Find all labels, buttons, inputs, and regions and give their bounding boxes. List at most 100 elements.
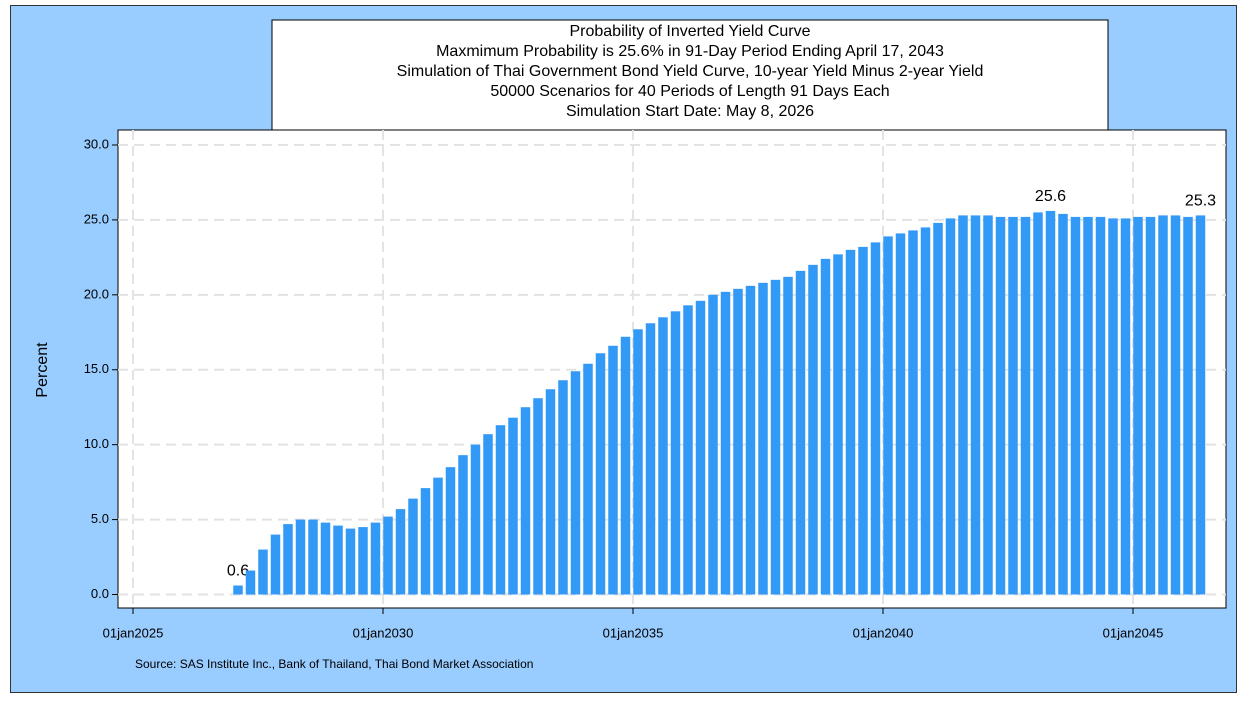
bar	[933, 222, 943, 595]
bar	[645, 323, 656, 595]
bar	[745, 285, 756, 595]
bar	[820, 258, 831, 595]
chart-subtitle: 50000 Scenarios for 40 Periods of Length…	[490, 83, 889, 100]
bar	[533, 398, 543, 595]
bar	[920, 227, 931, 595]
bar	[845, 249, 856, 595]
bar	[720, 291, 731, 595]
bar	[583, 363, 593, 595]
bar	[708, 294, 718, 595]
bar	[633, 329, 643, 595]
bar	[945, 218, 956, 595]
bar	[733, 288, 743, 595]
bar	[983, 215, 993, 595]
bar	[345, 528, 356, 595]
bar	[1183, 216, 1193, 595]
chart-subtitle: Maxmimum Probability is 25.6% in 91-Day …	[436, 43, 944, 60]
bar	[508, 417, 518, 595]
bar	[520, 407, 531, 595]
bar	[1045, 210, 1056, 595]
x-tick-label: 01jan2035	[603, 625, 664, 640]
bar	[395, 509, 406, 595]
bar	[245, 570, 256, 595]
bar	[445, 467, 456, 595]
bar	[695, 300, 706, 595]
bar	[1133, 216, 1143, 595]
bar	[995, 216, 1006, 595]
y-axis-label: Percent	[34, 342, 51, 398]
bar	[908, 230, 918, 595]
bar	[1158, 215, 1168, 595]
bar	[1095, 216, 1106, 595]
bar	[1108, 218, 1118, 595]
chart-title: Probability of Inverted Yield Curve	[569, 23, 810, 40]
bar	[1070, 216, 1081, 595]
data-label: 25.6	[1035, 188, 1066, 205]
y-tick-label: 30.0	[84, 136, 109, 151]
bar	[483, 434, 493, 595]
bar	[370, 522, 381, 595]
bar	[458, 455, 468, 595]
bar	[358, 527, 368, 595]
bar	[1145, 216, 1156, 595]
bar	[858, 246, 868, 595]
bar	[320, 522, 331, 595]
bar	[658, 317, 668, 595]
y-tick-label: 25.0	[84, 211, 109, 226]
bar	[1120, 218, 1131, 595]
bar	[233, 585, 243, 595]
bar	[608, 345, 618, 595]
chart-subtitle: Simulation of Thai Government Bond Yield…	[397, 63, 984, 80]
bar	[408, 498, 418, 595]
bar	[1058, 213, 1068, 595]
bar	[958, 215, 968, 595]
data-label: 25.3	[1185, 193, 1216, 210]
bar	[620, 336, 631, 595]
bar	[670, 311, 681, 595]
bar	[1020, 216, 1031, 595]
bar	[970, 215, 981, 595]
chart-subtitle: Simulation Start Date: May 8, 2026	[566, 103, 814, 120]
title-box	[271, 19, 1109, 131]
bar	[545, 389, 556, 595]
bar	[683, 305, 693, 595]
bar	[495, 425, 506, 595]
bar	[258, 549, 268, 595]
bar	[795, 270, 806, 595]
bar	[420, 488, 431, 595]
bar	[295, 519, 306, 595]
bar	[333, 525, 343, 595]
bar	[895, 233, 906, 595]
bar	[833, 254, 843, 595]
y-tick-label: 15.0	[84, 361, 109, 376]
bar	[1083, 216, 1093, 595]
bar	[470, 444, 481, 595]
x-tick-label: 01jan2030	[353, 625, 414, 640]
y-tick-label: 20.0	[84, 286, 109, 301]
bar	[283, 524, 293, 595]
bar	[883, 236, 893, 595]
x-tick-label: 01jan2045	[1103, 625, 1164, 640]
bar	[570, 371, 581, 595]
bar	[1170, 215, 1181, 595]
y-tick-label: 10.0	[84, 436, 109, 451]
bar	[783, 276, 793, 595]
source-note: Source: SAS Institute Inc., Bank of Thai…	[135, 657, 533, 671]
bar	[808, 264, 818, 595]
bar	[1195, 215, 1206, 595]
bar	[595, 353, 606, 595]
y-tick-label: 0.0	[91, 586, 109, 601]
x-tick-label: 01jan2025	[103, 625, 164, 640]
bar	[1033, 212, 1043, 595]
bar	[870, 242, 881, 595]
bar	[758, 282, 768, 595]
bar	[558, 380, 568, 595]
bar	[433, 477, 443, 595]
bar	[383, 516, 393, 595]
bar	[770, 279, 781, 595]
data-label: 0.6	[227, 563, 249, 580]
x-tick-label: 01jan2040	[853, 625, 914, 640]
bar	[270, 534, 281, 595]
bar	[308, 519, 318, 595]
